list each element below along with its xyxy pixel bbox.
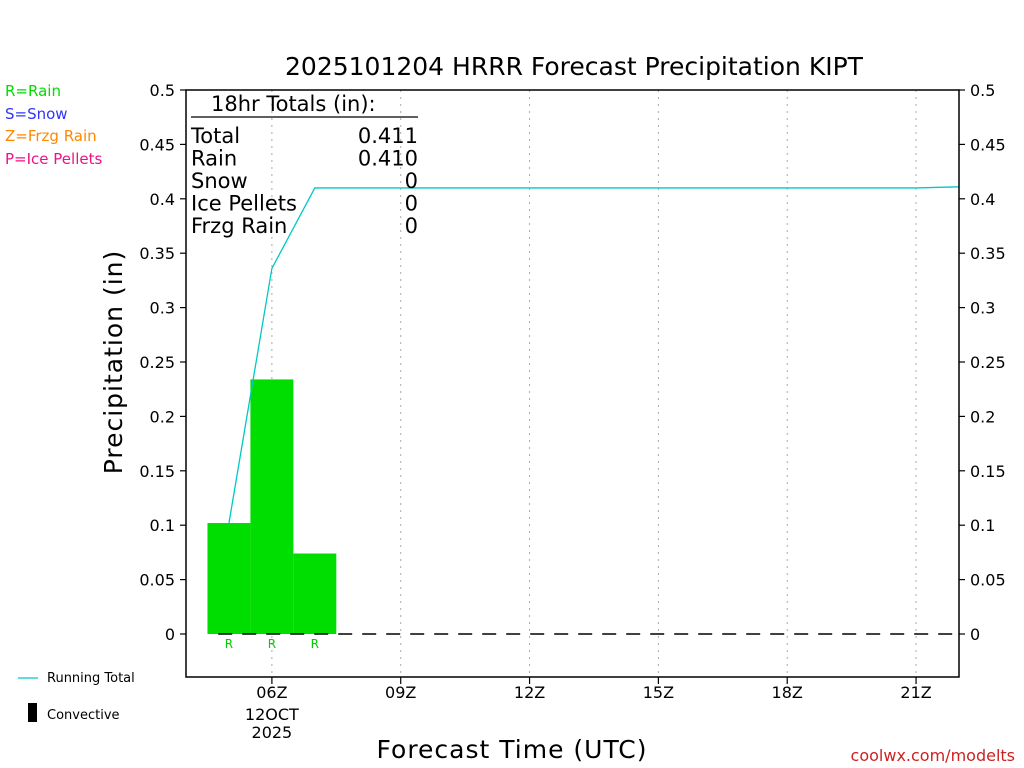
credit-text: coolwx.com/modelts	[851, 746, 1015, 765]
ytick-left-label-0: 0.5	[150, 81, 175, 100]
ytick-left-label-6: 0.2	[150, 407, 175, 426]
xtick-sublabel-0-0: 12OCT	[245, 705, 299, 724]
series-legend: Running Total Convective	[18, 671, 135, 723]
totals-value-2: 0	[405, 169, 418, 193]
chart-title: 2025101204 HRRR Forecast Precipitation K…	[285, 52, 864, 81]
legend-ice-pellets: P=Ice Pellets	[5, 150, 102, 168]
running-total-line	[228, 186, 960, 524]
ytick-left-label-5: 0.25	[139, 353, 175, 372]
ytick-left-label-8: 0.1	[150, 516, 175, 535]
totals-box: 18hr Totals (in): Total 0.411 Rain 0.410 Sno…	[190, 92, 418, 238]
ytick-left-label-1: 0.45	[139, 135, 175, 154]
ytick-right-label-3: 0.35	[970, 244, 1006, 263]
legend-rain: R=Rain	[5, 82, 61, 100]
xtick-label-1: 09Z	[385, 683, 416, 702]
totals-label-2: Snow	[191, 169, 248, 193]
totals-value-4: 0	[405, 214, 418, 238]
xtick-label-0: 06Z	[256, 683, 287, 702]
xtick-sublabel-0-1: 2025	[252, 723, 293, 742]
ytick-right-label-5: 0.25	[970, 353, 1006, 372]
ytick-left-label-2: 0.4	[150, 190, 175, 209]
xtick-label-3: 15Z	[643, 683, 674, 702]
xtick-label-2: 12Z	[514, 683, 545, 702]
ytick-right-label-0: 0.5	[970, 81, 995, 100]
ytick-right-label-6: 0.2	[970, 407, 995, 426]
ytick-right-label-8: 0.1	[970, 516, 995, 535]
ytick-right-label-7: 0.15	[970, 462, 1006, 481]
grid-lines	[271, 90, 917, 677]
bar-series	[207, 379, 337, 634]
ytick-right-label-2: 0.4	[970, 190, 995, 209]
ytick-right-label-10: 0	[970, 625, 980, 644]
convective-legend-swatch	[28, 703, 37, 722]
ytick-left-label-10: 0	[165, 625, 175, 644]
totals-value-0: 0.411	[358, 124, 418, 148]
plot-frame	[185, 89, 960, 678]
totals-value-3: 0	[405, 192, 418, 216]
running-total-legend-label: Running Total	[47, 671, 135, 686]
legend-snow: S=Snow	[5, 105, 68, 123]
totals-label-4: Frzg Rain	[191, 214, 287, 238]
totals-label-1: Rain	[191, 147, 237, 171]
running-total-series	[228, 186, 960, 524]
bar-type-label-1: R	[268, 637, 276, 651]
totals-value-1: 0.410	[358, 147, 418, 171]
ytick-left-label-3: 0.35	[139, 244, 175, 263]
ytick-left-label-7: 0.15	[139, 462, 175, 481]
ytick-right-label-4: 0.3	[970, 299, 995, 318]
totals-label-0: Total	[190, 124, 240, 148]
y-axis-ticks: 0.5 0.5 0.45 0.45 0.4 0.4 0.35 0.35 0.3 0.3 0.25 0.…	[139, 81, 1005, 644]
xtick-label-5: 21Z	[900, 683, 931, 702]
y-axis-label: Precipitation (in)	[99, 250, 128, 475]
totals-title: 18hr Totals (in):	[211, 92, 376, 116]
convective-legend-label: Convective	[47, 708, 120, 723]
bar-0	[207, 523, 251, 634]
ytick-left-label-9: 0.05	[139, 571, 175, 590]
bar-type-label-2: R	[311, 637, 319, 651]
ytick-right-label-9: 0.05	[970, 571, 1006, 590]
bar-1	[250, 379, 294, 634]
bar-type-label-0: R	[225, 637, 233, 651]
ytick-left-label-4: 0.3	[150, 299, 175, 318]
xtick-label-4: 18Z	[772, 683, 803, 702]
bar-2	[293, 553, 337, 634]
totals-label-3: Ice Pellets	[191, 192, 297, 216]
legend-frzg-rain: Z=Frzg Rain	[5, 127, 97, 145]
ytick-right-label-1: 0.45	[970, 135, 1006, 154]
ptype-legend: R=Rain S=Snow Z=Frzg Rain P=Ice Pellets	[5, 82, 102, 168]
x-axis-label: Forecast Time (UTC)	[377, 735, 648, 764]
